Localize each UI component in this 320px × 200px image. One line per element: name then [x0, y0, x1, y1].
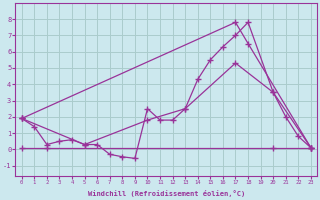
X-axis label: Windchill (Refroidissement éolien,°C): Windchill (Refroidissement éolien,°C): [88, 190, 245, 197]
